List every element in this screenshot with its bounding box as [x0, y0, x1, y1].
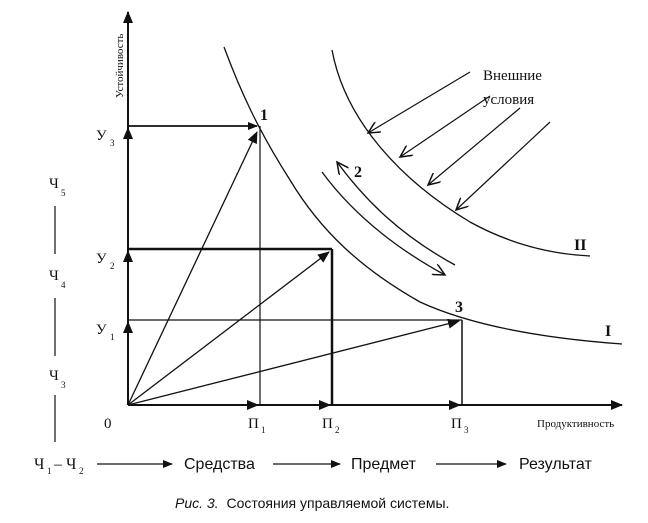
curve-ii-label: II [574, 237, 586, 254]
y2-label: У 2 [96, 251, 115, 271]
svg-text:3: 3 [110, 138, 115, 148]
svg-text:У: У [96, 128, 107, 144]
svg-text:2: 2 [110, 261, 115, 271]
svg-text:У: У [96, 322, 107, 338]
p1-label: П 1 [248, 416, 266, 435]
external-conditions-line1: Внешние [483, 68, 542, 84]
p2-label: П 2 [322, 416, 340, 435]
svg-text:2: 2 [79, 466, 84, 476]
svg-text:Ч: Ч [66, 456, 76, 473]
svg-text:П: П [451, 416, 462, 432]
external-arrow-2 [400, 95, 491, 157]
chain-subject: Предмет [351, 456, 417, 473]
figure-caption: Рис. 3. Состояния управляемой системы. [175, 495, 449, 511]
external-arrow-1 [368, 71, 471, 133]
external-conditions-line2: условия [483, 92, 534, 108]
point-1-label: 1 [260, 107, 268, 124]
svg-text:4: 4 [61, 280, 66, 290]
left-scale: Ч 5 Ч 4 Ч 3 [49, 176, 66, 442]
left-scale-ch4: Ч [49, 268, 59, 284]
point-3-label: 3 [455, 299, 463, 316]
svg-text:1: 1 [261, 425, 266, 435]
svg-text:П: П [322, 416, 333, 432]
bottom-chain: Ч 1 – Ч 2 Средства Предмет Результат [34, 456, 592, 476]
left-scale-ch5: Ч [49, 176, 59, 192]
x-axis-label: Продуктивность [537, 418, 614, 430]
vector-to-point-2 [127, 251, 330, 406]
external-arrow-3 [428, 107, 521, 185]
svg-text:Ч: Ч [34, 456, 44, 473]
vector-to-point-1 [127, 131, 258, 406]
svg-text:3: 3 [61, 380, 66, 390]
transition-arrow-up [337, 162, 456, 266]
curve-i [223, 46, 623, 345]
svg-text:2: 2 [335, 425, 340, 435]
vector-to-point-3 [127, 318, 460, 406]
curve-i-label: I [605, 323, 611, 340]
curve-ii [331, 49, 591, 257]
transition-arrow-down [321, 171, 445, 275]
svg-text:У: У [96, 251, 107, 267]
svg-text:5: 5 [61, 188, 66, 198]
point-2-label: 2 [354, 164, 362, 181]
external-arrow-4 [456, 121, 551, 210]
p3-label: П 3 [451, 416, 469, 435]
chain-result: Результат [519, 456, 592, 473]
svg-text:1: 1 [47, 466, 52, 476]
left-scale-ch3: Ч [49, 368, 59, 384]
svg-text:3: 3 [464, 425, 469, 435]
svg-text:1: 1 [110, 332, 115, 342]
svg-text:П: П [248, 416, 259, 432]
svg-text:–: – [53, 456, 63, 473]
y3-label: У 3 [96, 128, 115, 148]
chain-means: Средства [184, 456, 255, 473]
y-axis-label: Устойчивость [114, 34, 126, 98]
y1-label: У 1 [96, 322, 115, 342]
origin-label: 0 [104, 416, 112, 432]
